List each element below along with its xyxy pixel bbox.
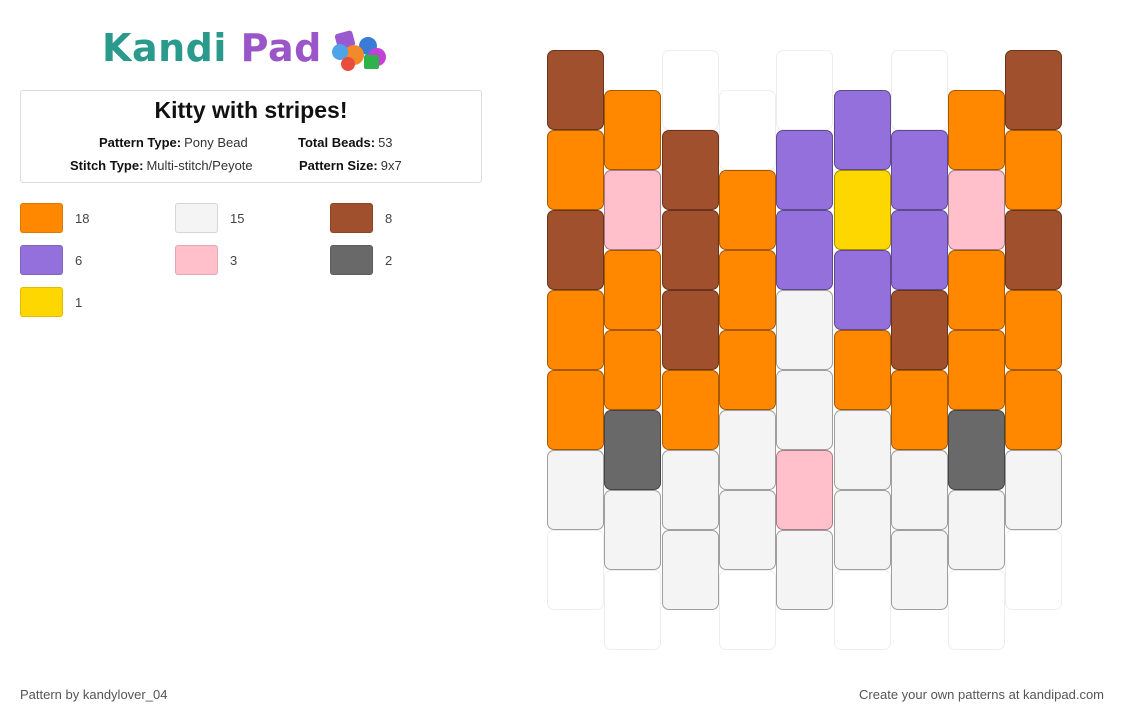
bead — [604, 250, 662, 330]
legend-count: 15 — [230, 211, 245, 226]
bead — [1005, 370, 1063, 450]
pattern-type-value: Pony Bead — [184, 135, 248, 150]
bead — [604, 570, 662, 650]
bead — [1005, 210, 1063, 290]
bead — [661, 530, 719, 610]
legend-swatch — [175, 203, 218, 233]
legend-count: 2 — [385, 253, 393, 268]
bead — [833, 330, 891, 410]
bead — [948, 90, 1006, 170]
bead — [776, 210, 834, 290]
bead — [776, 50, 834, 130]
legend-swatch — [330, 245, 373, 275]
bead — [547, 450, 604, 530]
bead — [890, 530, 948, 610]
bead — [948, 570, 1006, 650]
pattern-credit: Pattern by kandylover_04 — [20, 687, 168, 702]
bead — [547, 210, 604, 290]
bead — [776, 130, 834, 210]
bead — [547, 370, 604, 450]
bead — [833, 490, 891, 570]
bead — [718, 570, 776, 650]
bead — [890, 450, 948, 530]
create-patterns-link[interactable]: Create your own patterns at kandipad.com — [859, 687, 1104, 702]
bead — [661, 370, 719, 450]
bead — [661, 290, 719, 370]
bead — [604, 330, 662, 410]
bead — [547, 290, 604, 370]
pattern-title: Kitty with stripes! — [154, 97, 348, 123]
bead — [661, 130, 719, 210]
legend-swatch — [20, 203, 63, 233]
bead — [776, 290, 834, 370]
bead — [1005, 290, 1063, 370]
bead — [661, 210, 719, 290]
bead — [776, 370, 834, 450]
pattern-info-box: Kitty with stripes! Pattern Type: Pony Be… — [20, 90, 482, 183]
bead — [1005, 130, 1063, 210]
beads-logo-icon — [332, 30, 386, 71]
bead — [948, 410, 1006, 490]
bead — [833, 90, 891, 170]
bead — [547, 50, 604, 130]
bead — [1005, 530, 1063, 610]
bead — [604, 410, 662, 490]
bead — [604, 90, 662, 170]
total-beads-label: Total Beads: — [298, 135, 376, 150]
legend-swatch — [20, 245, 63, 275]
bead — [1005, 450, 1063, 530]
bead — [948, 170, 1006, 250]
bead — [833, 170, 891, 250]
legend-count: 3 — [230, 253, 238, 268]
bead — [890, 50, 948, 130]
bead — [890, 370, 948, 450]
logo-kandi-text: Kandi — [102, 26, 227, 70]
bead — [718, 330, 776, 410]
logo-pad-text: Pad — [240, 26, 322, 70]
bead — [718, 410, 776, 490]
bead — [833, 570, 891, 650]
pattern-size: Pattern Size: 9x7 — [299, 158, 402, 173]
kandipad-logo[interactable]: Kandi Pad — [102, 26, 412, 74]
bead — [776, 530, 834, 610]
bead — [718, 490, 776, 570]
bead — [718, 170, 776, 250]
bead — [948, 330, 1006, 410]
bead — [604, 490, 662, 570]
bead — [890, 130, 948, 210]
legend-swatch — [175, 245, 218, 275]
legend-swatch — [20, 287, 63, 317]
bead — [833, 410, 891, 490]
bead — [833, 250, 891, 330]
bead — [890, 290, 948, 370]
bead — [718, 250, 776, 330]
legend-count: 8 — [385, 211, 393, 226]
bead — [604, 170, 662, 250]
pattern-type: Pattern Type: Pony Bead — [99, 135, 248, 150]
legend-count: 1 — [75, 295, 83, 310]
bead — [776, 450, 834, 530]
legend-swatch — [330, 203, 373, 233]
pattern-size-value: 9x7 — [380, 158, 402, 173]
legend-count: 18 — [75, 211, 90, 226]
bead — [661, 50, 719, 130]
bead — [547, 130, 604, 210]
bead — [661, 450, 719, 530]
stitch-type: Stitch Type: Multi-stitch/Peyote — [70, 158, 253, 173]
total-beads: Total Beads: 53 — [298, 135, 393, 150]
pattern-size-label: Pattern Size: — [299, 158, 378, 173]
stitch-type-label: Stitch Type: — [70, 158, 144, 173]
pattern-type-label: Pattern Type: — [99, 135, 182, 150]
bead — [547, 530, 604, 610]
bead — [948, 490, 1006, 570]
bead — [718, 90, 776, 170]
total-beads-value: 53 — [378, 135, 393, 150]
bead — [948, 250, 1006, 330]
legend-count: 6 — [75, 253, 83, 268]
bead — [1005, 50, 1063, 130]
bead — [890, 210, 948, 290]
stitch-type-value: Multi-stitch/Peyote — [146, 158, 253, 173]
